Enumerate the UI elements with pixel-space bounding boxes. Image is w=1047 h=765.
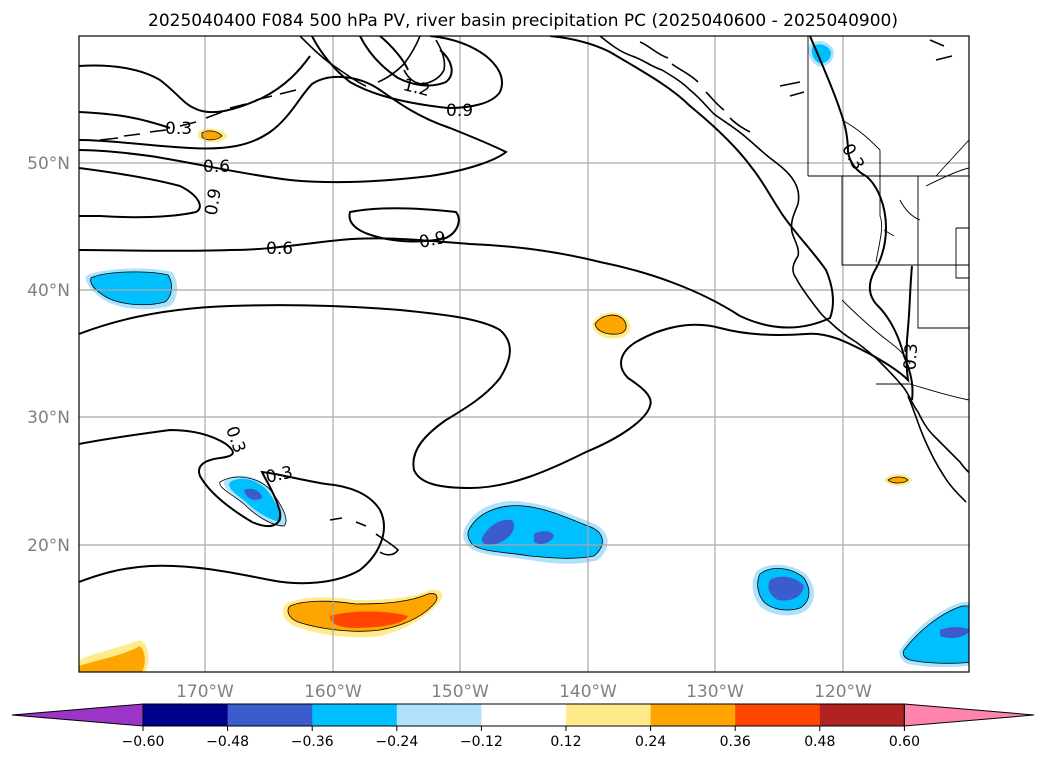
contour-0.6-north (79, 111, 171, 129)
contour-0.9-north (311, 36, 504, 110)
contour-0.6-mid (79, 36, 834, 329)
colorbar-bin (227, 704, 313, 726)
colorbar-tick-label: −0.12 (460, 734, 503, 750)
contour-label: 0.3 (165, 119, 192, 139)
contour-0.6-north-b (79, 75, 508, 184)
precip-shading (79, 41, 969, 672)
contour-label: 0.9 (446, 101, 473, 121)
pos-anomaly-patch-4 (884, 474, 912, 486)
lon-labels: 170°W 160°W 150°W 140°W 130°W 120°W (176, 682, 872, 702)
neg-anomaly-patch-4 (752, 564, 815, 616)
colorbar-bin (650, 704, 736, 726)
contour-0.3-north (79, 55, 311, 114)
contour-label: 0.9 (201, 187, 225, 217)
colorbar: −0.60 −0.48 −0.36 −0.24 −0.12 0.12 0.24 0.36 0.4… (11, 703, 1035, 750)
colorbar-tick-label: 0.48 (804, 734, 835, 750)
lon-label: 170°W (176, 682, 234, 702)
colorbar-outline (142, 703, 905, 727)
lat-label: 20°N (27, 536, 70, 556)
colorbar-bin (143, 704, 229, 726)
pos-anomaly-patch-5 (79, 640, 149, 672)
colorbar-bin (566, 704, 652, 726)
lat-label: 30°N (27, 408, 70, 428)
colorbar-bin (819, 704, 905, 726)
contour-0.6-big (79, 265, 913, 490)
lon-label: 130°W (686, 682, 744, 702)
colorbar-tick-label: −0.36 (291, 734, 334, 750)
lat-label: 40°N (27, 281, 70, 301)
map-title: 2025040400 F084 500 hPa PV, river basin … (148, 11, 898, 31)
pv-contours (79, 36, 914, 585)
neg-anomaly-patch-2 (223, 475, 287, 526)
lon-label: 140°W (559, 682, 617, 702)
gridlines (79, 36, 969, 672)
colorbar-tick-label: 0.24 (635, 734, 666, 750)
colorbar-extend-low (11, 703, 144, 727)
contour-1.2 (359, 36, 453, 87)
colorbar-tick-label: −0.24 (375, 734, 418, 750)
contour-0.9-mid (348, 207, 460, 243)
neg-anomaly-patch-1 (85, 268, 178, 310)
colorbar-tick-label: −0.48 (206, 734, 249, 750)
contour-label: 0.6 (203, 157, 230, 177)
colorbar-bin (735, 704, 821, 726)
colorbar-bin (312, 704, 398, 726)
lon-label: 160°W (304, 682, 362, 702)
contour-0.9-west (79, 167, 201, 219)
colorbar-bin (481, 704, 567, 726)
contour-0.3-south (79, 428, 385, 585)
map-panel: 0.3 0.6 0.9 1.2 0.9 0.9 0.6 0.3 0.3 0.3 … (79, 36, 969, 672)
colorbar-extend-high (903, 703, 1035, 727)
colorbar-tick-label: 0.60 (889, 734, 920, 750)
contour-label: 0.6 (266, 239, 293, 259)
colorbar-bin (396, 704, 482, 726)
neg-anomaly-patch-5 (899, 602, 969, 668)
contour-1.2-b (379, 36, 409, 71)
lat-labels: 50°N 40°N 30°N 20°N (27, 154, 70, 556)
lon-label: 150°W (431, 682, 489, 702)
contour-label: 0.3 (900, 343, 922, 371)
map-frame (78, 35, 970, 673)
contour-0.3-east (809, 36, 914, 401)
colorbar-tick-label: −0.60 (122, 734, 165, 750)
colorbar-tick-label: 0.12 (550, 734, 581, 750)
colorbar-tick-label: 0.36 (720, 734, 751, 750)
lat-label: 50°N (27, 154, 70, 174)
lon-label: 120°W (814, 682, 872, 702)
